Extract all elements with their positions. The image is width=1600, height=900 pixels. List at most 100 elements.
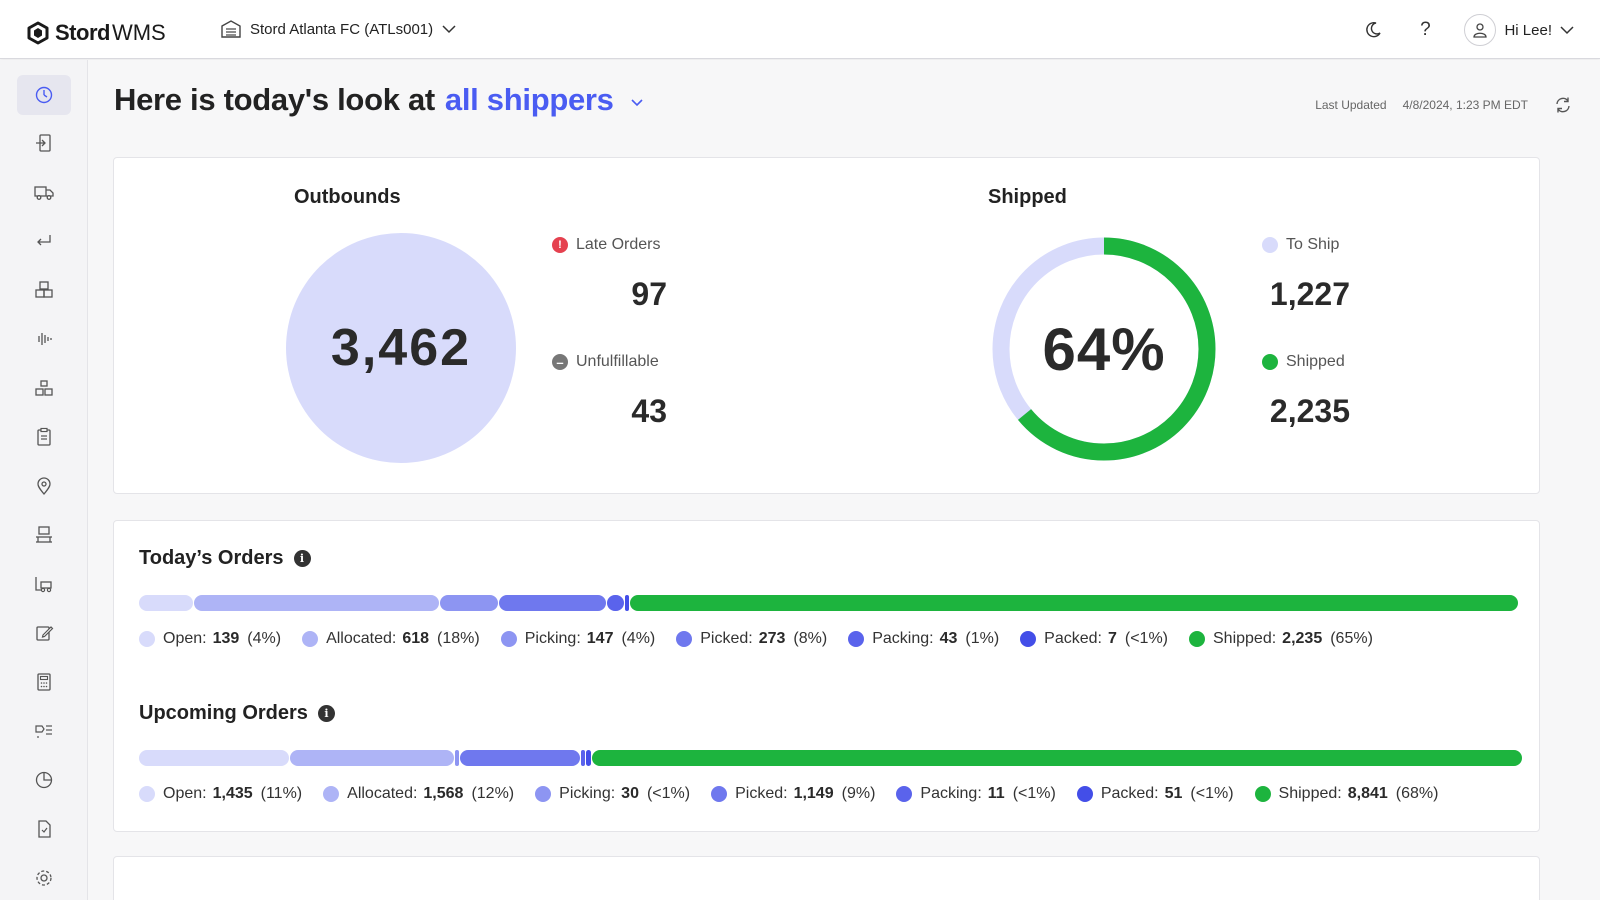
todays-orders-title: Today’s Orders — [139, 547, 284, 569]
legend-percent: (4%) — [621, 630, 656, 647]
warehouse-icon — [221, 20, 241, 38]
reports-pie-icon — [35, 771, 53, 789]
sidebar-item-documents[interactable] — [17, 809, 71, 849]
legend-value: 618 — [402, 630, 430, 647]
legend-dot — [535, 786, 552, 802]
warehouse-rack-icon — [36, 526, 52, 543]
sidebar-item-adjustments[interactable] — [17, 613, 71, 653]
upcoming-orders-bar-segment-shipped[interactable] — [591, 750, 1522, 766]
sidebar-item-billing[interactable] — [17, 662, 71, 702]
legend-dot — [500, 631, 517, 647]
legend-percent: (9%) — [841, 785, 876, 802]
info-icon[interactable]: i — [317, 705, 335, 722]
upcoming-orders-legend-shipped[interactable]: Shipped: 8,841 (68%) — [1254, 785, 1438, 803]
page-title-prefix: Here is today's look at — [114, 82, 435, 117]
sidebar-item-labels[interactable] — [17, 711, 71, 751]
sidebar-item-tasks[interactable] — [17, 417, 71, 457]
todays-orders-bar-segment-picked[interactable] — [498, 595, 607, 611]
sidebar-item-facility[interactable] — [17, 515, 71, 555]
sidebar-item-reports[interactable] — [17, 760, 71, 800]
todays-orders-bar-segment-picking[interactable] — [440, 595, 498, 611]
sidebar-item-kitting[interactable] — [17, 368, 71, 408]
truck-icon — [34, 186, 54, 200]
forklift-icon — [35, 577, 52, 593]
to-ship-label-row: To Ship — [1262, 236, 1339, 254]
upcoming-orders-bar-segment-packing[interactable] — [581, 750, 586, 766]
upcoming-orders-legend-allocated[interactable]: Allocated: 1,568 (12%) — [323, 785, 514, 803]
sidebar-item-dashboard[interactable] — [17, 75, 71, 115]
user-menu[interactable]: Hi Lee! — [1464, 14, 1574, 46]
orders-card: Today’s Orders i Open: 139 (4%) Allocated: 6… — [113, 520, 1540, 832]
to-ship-value[interactable]: 1,227 — [1269, 276, 1350, 312]
todays-orders-bar-segment-shipped[interactable] — [629, 595, 1519, 611]
todays-orders-legend-picked[interactable]: Picked: 273 (8%) — [676, 630, 827, 648]
sidebar-item-inventory[interactable] — [17, 270, 71, 310]
todays-orders-bar-segment-open[interactable] — [139, 595, 194, 611]
upcoming-orders-legend-open[interactable]: Open: 1,435 (11%) — [139, 785, 302, 803]
legend-dot — [711, 786, 728, 802]
todays-orders-legend-allocated[interactable]: Allocated: 618 (18%) — [302, 630, 480, 648]
legend-percent: (8%) — [793, 630, 828, 647]
top-right-actions: ? Hi Lee! — [1360, 14, 1574, 46]
todays-orders-legend-picking[interactable]: Picking: 147 (4%) — [500, 630, 656, 648]
summary-card: Outbounds 3,462 ! Late Orders 97 – Unful… — [113, 157, 1540, 494]
sidebar-item-returns[interactable] — [17, 221, 71, 261]
upcoming-orders-bar-segment-open[interactable] — [139, 750, 290, 766]
documents-icon — [38, 820, 51, 838]
legend-percent: (1%) — [965, 630, 1000, 647]
help-button[interactable]: ? — [1412, 17, 1438, 43]
late-orders-value[interactable]: 97 — [631, 276, 667, 312]
legend-percent: (<1%) — [1190, 785, 1234, 802]
todays-orders-legend-shipped[interactable]: Shipped: 2,235 (65%) — [1189, 630, 1373, 648]
info-icon[interactable]: i — [293, 550, 311, 567]
todays-orders-bar-segment-allocated[interactable] — [194, 595, 440, 611]
sidebar — [0, 60, 88, 900]
legend-label: Packing: — [920, 785, 982, 802]
unfulfillable-label: Unfulfillable — [576, 353, 659, 370]
legend-label: Packed: — [1100, 785, 1159, 802]
chevron-down-icon[interactable] — [630, 98, 644, 107]
todays-orders-bar — [139, 595, 1519, 611]
todays-orders-legend-packed[interactable]: Packed: 7 (<1%) — [1020, 630, 1168, 648]
upcoming-orders-legend-packed[interactable]: Packed: 51 (<1%) — [1076, 785, 1234, 803]
legend-percent: (18%) — [437, 630, 480, 647]
upcoming-orders-bar-segment-packed[interactable] — [586, 750, 591, 766]
upcoming-orders-legend: Open: 1,435 (11%) Allocated: 1,568 (12%) Picki… — [139, 785, 1459, 803]
settings-gear-icon — [36, 870, 52, 886]
upcoming-orders-title: Upcoming Orders — [139, 702, 308, 724]
todays-orders-bar-segment-packed[interactable] — [624, 595, 629, 611]
todays-orders-bar-segment-packing[interactable] — [607, 595, 624, 611]
outbounds-total: 3,462 — [286, 233, 516, 463]
app-logo[interactable]: Stord WMS — [26, 20, 166, 46]
upcoming-orders-bar-segment-allocated[interactable] — [290, 750, 455, 766]
legend-dot — [139, 631, 155, 647]
sidebar-item-equipment[interactable] — [17, 564, 71, 604]
unfulfillable-value[interactable]: 43 — [631, 393, 667, 429]
shipped-value[interactable]: 2,235 — [1269, 393, 1350, 429]
upcoming-orders-bar-segment-picked[interactable] — [460, 750, 581, 766]
kitting-icon — [35, 380, 53, 396]
upcoming-orders-legend-picked[interactable]: Picked: 1,149 (9%) — [711, 785, 875, 803]
upcoming-orders-bar-segment-picking[interactable] — [455, 750, 460, 766]
clipboard-icon — [37, 427, 51, 446]
dark-mode-toggle[interactable] — [1360, 17, 1386, 43]
main-content: Here is today's look at all shippers Las… — [88, 60, 1600, 900]
shipper-filter[interactable]: all shippers — [444, 82, 614, 117]
todays-orders-legend-open[interactable]: Open: 139 (4%) — [139, 630, 281, 648]
alert-icon: ! — [552, 237, 568, 253]
sidebar-item-locations[interactable] — [17, 466, 71, 506]
sidebar-item-inbound[interactable] — [17, 123, 71, 163]
todays-orders-legend-packing[interactable]: Packing: 43 (1%) — [848, 630, 999, 648]
sidebar-item-shipments[interactable] — [17, 172, 71, 212]
upcoming-orders-legend-packing[interactable]: Packing: 11 (<1%) — [896, 785, 1056, 803]
upcoming-orders-legend-picking[interactable]: Picking: 30 (<1%) — [535, 785, 690, 803]
legend-value: 147 — [586, 630, 614, 647]
facility-selector[interactable]: Stord Atlanta FC (ATLs001) — [221, 20, 456, 38]
to-ship-label: To Ship — [1286, 236, 1340, 253]
sidebar-item-waves[interactable] — [17, 319, 71, 359]
legend-label: Picking: — [559, 785, 616, 802]
product-name: WMS — [111, 20, 166, 45]
refresh-button[interactable] — [1552, 94, 1574, 116]
sidebar-item-settings[interactable] — [17, 858, 71, 898]
top-bar: Stord WMS Stord Atlanta FC (ATLs001) ? — [0, 0, 1600, 59]
